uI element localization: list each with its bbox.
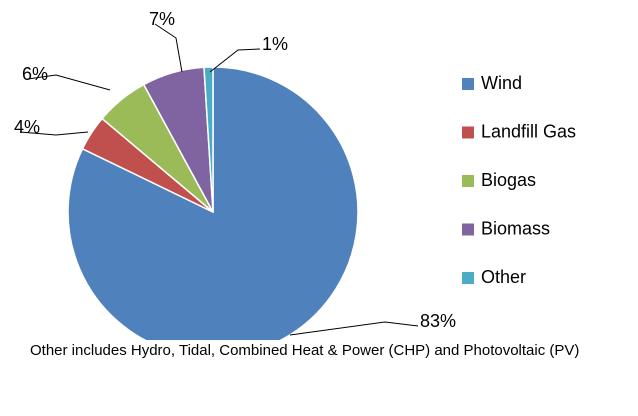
legend-label: Wind (481, 73, 522, 93)
data-label: 6% (22, 64, 48, 84)
leader-line (19, 131, 89, 136)
legend-swatch (462, 175, 474, 187)
data-label: 83% (420, 311, 456, 331)
legend-swatch (462, 223, 474, 236)
data-label: 1% (262, 34, 288, 54)
footnote: Other includes Hydro, Tidal, Combined He… (30, 342, 580, 359)
legend-label: Other (481, 267, 526, 287)
leader-line (154, 23, 183, 73)
legend-label: Biomass (481, 218, 550, 238)
legend-swatch (462, 126, 474, 139)
legend-swatch (462, 78, 474, 90)
leader-line (289, 321, 419, 336)
legend-swatch (462, 272, 474, 284)
legend-label: Biogas (481, 170, 536, 190)
pie-slice (203, 66, 214, 213)
data-label: 4% (14, 117, 40, 137)
leader-line (209, 48, 261, 73)
chart: 83% 4% 6% 7% 1% Wind Landfill Gas Biogas Biomass… (14, 9, 576, 340)
legend-label: Landfill Gas (481, 121, 576, 141)
data-label: 7% (149, 9, 175, 29)
leader-line (27, 74, 111, 91)
